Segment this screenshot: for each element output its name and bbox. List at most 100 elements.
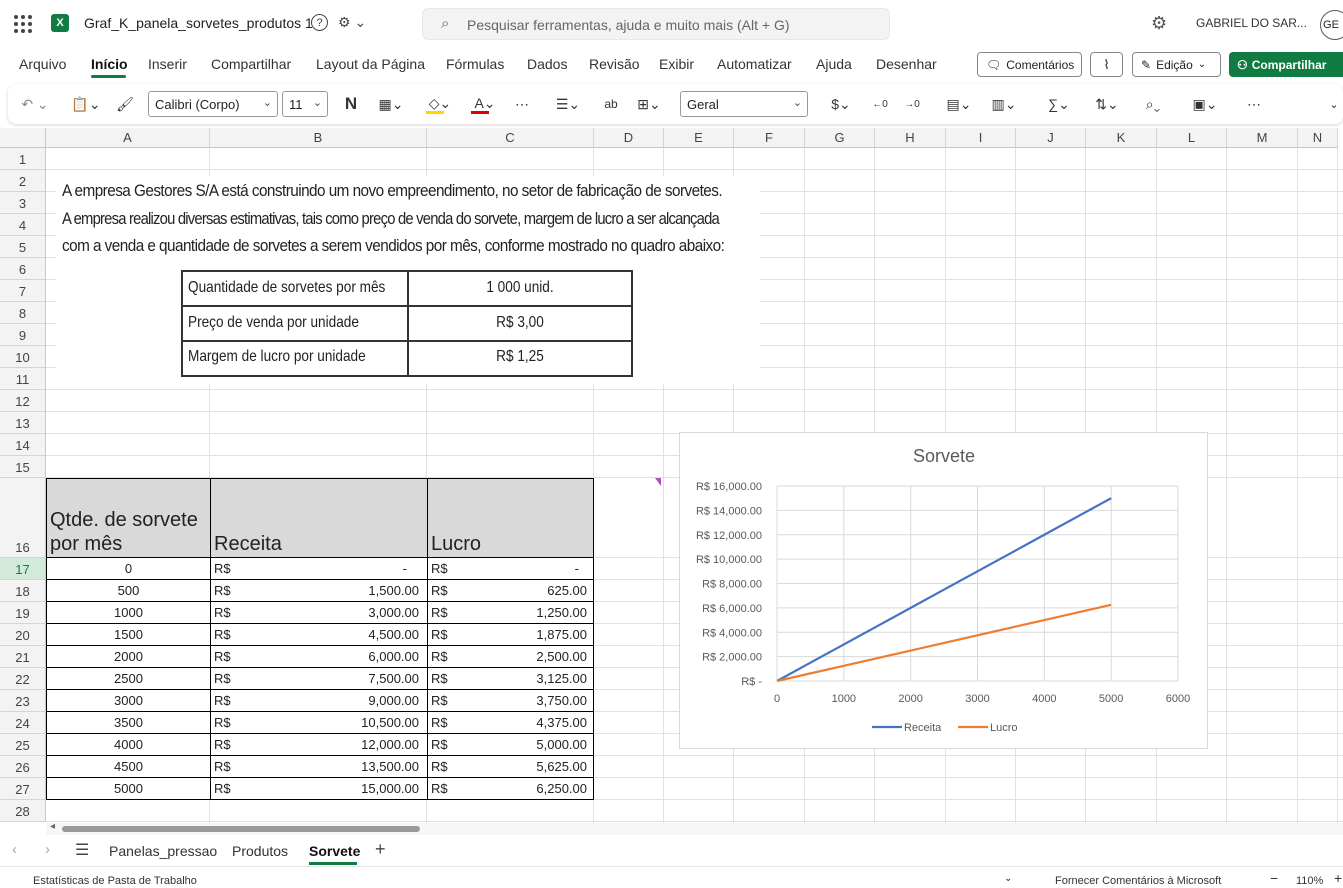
chevron-down-icon[interactable]: ⌄: [1004, 873, 1013, 884]
menu-exibir[interactable]: Exibir: [659, 56, 695, 72]
row-header-22[interactable]: 22: [0, 668, 46, 690]
cell-qty[interactable]: 5000: [114, 781, 143, 796]
help-icon[interactable]: ?: [311, 14, 328, 31]
cell-lucro-currency[interactable]: R$: [431, 583, 448, 598]
cell-receita-value[interactable]: 4,500.00: [368, 627, 419, 642]
cell-lucro-value[interactable]: 3,750.00: [536, 693, 587, 708]
menu-automatizar[interactable]: Automatizar: [717, 56, 792, 72]
app-launcher-icon[interactable]: [14, 15, 32, 33]
select-all-corner[interactable]: [0, 128, 46, 148]
align-icon[interactable]: ☰⌄: [555, 95, 581, 112]
column-header-b[interactable]: B: [210, 128, 427, 148]
paste-icon[interactable]: 📋⌄: [71, 95, 101, 112]
wrap-text-icon[interactable]: ab: [604, 97, 618, 111]
cell-receita-value[interactable]: 6,000.00: [368, 649, 419, 664]
file-name[interactable]: Graf_K_panela_sorvetes_produtos 1: [84, 15, 313, 31]
row-header-4[interactable]: 4: [0, 214, 46, 236]
row-header-7[interactable]: 7: [0, 280, 46, 302]
sheet-tab-panelas[interactable]: Panelas_pressao: [109, 843, 218, 859]
cell-qty[interactable]: 2000: [114, 649, 143, 664]
increase-decimal-icon[interactable]: ←0: [872, 98, 888, 110]
cell-qty[interactable]: 0: [124, 561, 133, 576]
cell-qty[interactable]: 4000: [114, 737, 143, 752]
cell-receita-currency[interactable]: R$: [214, 627, 231, 642]
row-header-18[interactable]: 18: [0, 580, 46, 602]
cell-receita-value[interactable]: 9,000.00: [368, 693, 419, 708]
row-header-8[interactable]: 8: [0, 302, 46, 324]
row-header-17[interactable]: 17: [0, 558, 46, 580]
all-sheets-icon[interactable]: ☰: [75, 842, 90, 859]
undo-icon[interactable]: ↶ ⌄: [21, 95, 49, 112]
row-header-13[interactable]: 13: [0, 412, 46, 434]
merge-icon[interactable]: ⊞⌄: [637, 95, 661, 112]
column-header-c[interactable]: C: [427, 128, 594, 148]
scrollbar-thumb[interactable]: [62, 826, 420, 832]
cell-receita-value[interactable]: 10,500.00: [361, 715, 419, 730]
cell-qty[interactable]: 1500: [114, 627, 143, 642]
row-header-14[interactable]: 14: [0, 434, 46, 456]
fill-color-button[interactable]: ◇⌄: [419, 92, 461, 116]
zoom-level[interactable]: 110%: [1296, 875, 1324, 887]
menu-desenhar[interactable]: Desenhar: [876, 56, 937, 72]
row-header-27[interactable]: 27: [0, 778, 46, 800]
find-icon[interactable]: ⌕⌄: [1145, 95, 1161, 112]
cell-qty[interactable]: 2500: [114, 671, 143, 686]
cell-lucro-value[interactable]: 3,125.00: [536, 671, 587, 686]
cell-receita-value[interactable]: 7,500.00: [368, 671, 419, 686]
row-header-20[interactable]: 20: [0, 624, 46, 646]
column-header-m[interactable]: M: [1227, 128, 1298, 148]
cell-qty[interactable]: 1000: [114, 605, 143, 620]
more-font-options-icon[interactable]: ⋯: [515, 95, 529, 112]
user-name[interactable]: GABRIEL DO SAR...: [1196, 16, 1307, 30]
row-header-16[interactable]: 16: [0, 478, 46, 558]
intro-image[interactable]: A empresa Gestores S/A está construindo …: [56, 176, 760, 384]
prev-sheet-icon[interactable]: ‹: [12, 841, 17, 858]
cell-receita-currency[interactable]: R$: [214, 715, 231, 730]
search-box[interactable]: ⌕ Pesquisar ferramentas, ajuda e muito m…: [422, 8, 890, 40]
cell-receita-currency[interactable]: R$: [214, 605, 231, 620]
column-header-l[interactable]: L: [1157, 128, 1227, 148]
row-header-21[interactable]: 21: [0, 646, 46, 668]
row-header-6[interactable]: 6: [0, 258, 46, 280]
menu-compartilhar[interactable]: Compartilhar: [211, 56, 292, 72]
menu-layout[interactable]: Layout da Página: [316, 56, 425, 72]
cell-receita-currency[interactable]: R$: [214, 693, 231, 708]
row-header-2[interactable]: 2: [0, 170, 46, 192]
cell-lucro-currency[interactable]: R$: [431, 759, 448, 774]
header-receita[interactable]: Receita: [214, 533, 282, 555]
cell-receita-currency[interactable]: R$: [214, 561, 231, 576]
column-header-d[interactable]: D: [594, 128, 664, 148]
cell-receita-value[interactable]: 15,000.00: [361, 781, 419, 796]
row-header-15[interactable]: 15: [0, 456, 46, 478]
bold-button[interactable]: N: [344, 94, 358, 113]
font-size-select[interactable]: 11 ⌄: [282, 91, 328, 117]
workbook-stats[interactable]: Estatísticas de Pasta de Trabalho: [33, 875, 197, 887]
scroll-left-icon[interactable]: ◂: [50, 821, 56, 832]
cell-lucro-value[interactable]: 2,500.00: [536, 649, 587, 664]
cell-lucro-currency[interactable]: R$: [431, 737, 448, 752]
menu-formulas[interactable]: Fórmulas: [446, 56, 505, 72]
feedback-link[interactable]: Fornecer Comentários à Microsoft: [1055, 875, 1222, 887]
column-header-i[interactable]: I: [946, 128, 1016, 148]
format-as-table-icon[interactable]: ▥⌄: [991, 95, 1017, 112]
row-header-26[interactable]: 26: [0, 756, 46, 778]
edit-mode-button[interactable]: ✎ Edição ⌄: [1132, 52, 1221, 77]
column-header-e[interactable]: E: [664, 128, 734, 148]
header-lucro[interactable]: Lucro: [431, 533, 482, 555]
header-qty-line2[interactable]: por mês: [50, 533, 123, 555]
font-name-select[interactable]: Calibri (Corpo) ⌄: [148, 91, 278, 117]
decrease-decimal-icon[interactable]: →0: [904, 98, 920, 110]
settings-icon[interactable]: ⚙: [1151, 13, 1168, 33]
sync-status-icon[interactable]: ⚙ ⌄: [338, 14, 367, 30]
menu-revisao[interactable]: Revisão: [589, 56, 640, 72]
cell-qty[interactable]: 3500: [114, 715, 143, 730]
activity-button[interactable]: ⌇: [1090, 52, 1123, 77]
cell-receita-currency[interactable]: R$: [214, 671, 231, 686]
conditional-format-icon[interactable]: ▤⌄: [946, 95, 972, 112]
cell-lucro-currency[interactable]: R$: [431, 715, 448, 730]
cell-lucro-value[interactable]: 1,875.00: [536, 627, 587, 642]
cell-receita-value[interactable]: 3,000.00: [368, 605, 419, 620]
cell-lucro-value[interactable]: 4,375.00: [536, 715, 587, 730]
row-header-1[interactable]: 1: [0, 148, 46, 170]
header-qty-line1[interactable]: Qtde. de sorvete: [50, 509, 198, 531]
